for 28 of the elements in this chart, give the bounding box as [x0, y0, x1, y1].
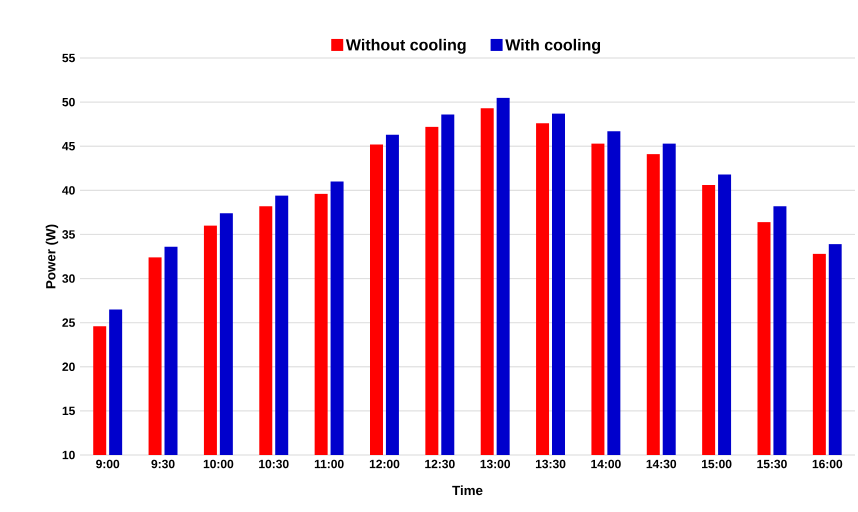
x-tick-label: 12:00	[370, 460, 400, 468]
x-tick-label: 15:00	[702, 460, 732, 468]
x-tick-label: 11:00	[314, 460, 344, 468]
x-tick-label: 15:30	[757, 460, 787, 468]
y-tick-label: 40	[62, 186, 75, 195]
y-tick-label: 30	[62, 274, 75, 283]
x-tick-label: 9:30	[151, 460, 175, 468]
x-tick-label: 14:30	[646, 460, 676, 468]
x-tick-label: 10:00	[204, 460, 234, 468]
y-tick-label: 10	[62, 450, 75, 460]
x-tick-label: 9:00	[96, 460, 120, 468]
x-tick-label: 10:30	[259, 460, 289, 468]
y-axis-title: Power (W)	[46, 224, 58, 288]
x-axis-title: Time	[452, 485, 482, 496]
y-tick-label: 35	[62, 230, 75, 239]
x-tick-label: 16:00	[812, 460, 842, 468]
x-tick-label: 12:30	[425, 460, 455, 468]
legend-label: With cooling	[505, 38, 600, 54]
y-tick-label: 55	[62, 54, 75, 62]
x-tick-label: 14:00	[591, 460, 621, 468]
x-tick-label: 13:30	[536, 460, 566, 468]
y-tick-label: 50	[62, 98, 75, 106]
y-tick-label: 45	[62, 142, 75, 150]
y-tick-label: 25	[62, 318, 75, 327]
x-tick-label: 13:00	[480, 460, 510, 468]
y-tick-label: 20	[62, 362, 75, 372]
legend-label: Without cooling	[346, 38, 466, 54]
y-tick-label: 15	[62, 406, 75, 416]
